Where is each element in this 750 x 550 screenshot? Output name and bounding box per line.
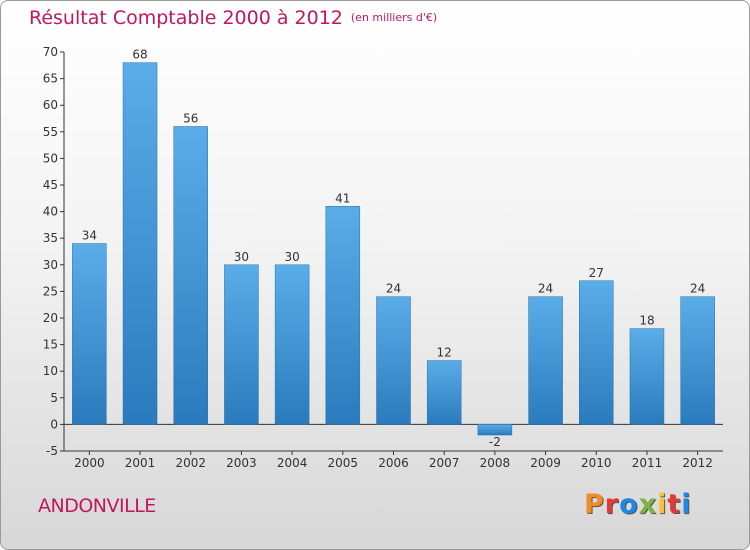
x-tick-label: 2011 [632,456,663,470]
x-tick-label: 2002 [175,456,206,470]
bar [122,62,158,425]
y-tick-label: 40 [43,205,58,219]
logo-letter: r [604,489,620,520]
data-label: 12 [437,346,452,360]
data-label: 30 [234,250,249,264]
bar [224,264,259,425]
logo-letter: i [657,489,668,520]
logo-letter: x [638,489,658,520]
data-label: 18 [639,314,654,328]
y-tick-label: 55 [43,125,58,139]
x-tick-label: 2009 [530,456,561,470]
x-tick-label: 2008 [480,456,511,470]
y-tick-label: 20 [43,311,58,325]
proxiti-logo[interactable]: Proxiti [584,489,692,520]
y-tick-label: 15 [43,338,58,352]
data-label: 27 [589,266,604,280]
y-tick-label: 10 [43,364,58,378]
x-tick-label: 2003 [226,456,257,470]
y-tick-label: 60 [43,98,58,112]
bar [579,280,614,425]
bar [528,296,563,425]
x-tick-label: 2004 [277,456,308,470]
chart-title: Résultat Comptable 2000 à 2012 (en millie… [29,7,437,29]
data-label: 30 [284,250,299,264]
data-label: 24 [690,282,705,296]
y-tick-label: 0 [50,417,58,431]
y-tick-label: 5 [50,391,58,405]
logo-letter: t [667,489,682,520]
bar [680,296,715,425]
x-tick-label: 2012 [682,456,713,470]
x-tick-label: 2001 [125,456,156,470]
x-tick-label: 2000 [74,456,105,470]
bar [426,360,462,425]
data-label: 41 [335,191,350,205]
data-label: 56 [183,111,198,125]
x-tick-label: 2010 [581,456,612,470]
y-tick-label: 70 [43,45,58,59]
bar [325,206,361,425]
bar [72,243,107,425]
y-tick-label: 50 [43,151,58,165]
data-label: 68 [132,48,147,62]
logo-letter: P [584,489,605,520]
data-label: -2 [489,435,501,449]
bar [274,264,310,425]
title-text: Résultat Comptable 2000 à 2012 [29,7,343,29]
data-label: 34 [82,229,97,243]
bar [173,126,208,425]
data-label: 24 [386,282,401,296]
bar [477,424,513,436]
logo-letter: i [681,489,692,520]
logo-letter: o [619,489,639,520]
town-name: ANDONVILLE [38,495,156,517]
data-label: 24 [538,282,553,296]
bar [629,328,665,425]
y-tick-label: -5 [46,444,58,458]
x-tick-label: 2007 [429,456,460,470]
x-tick-label: 2005 [328,456,359,470]
y-tick-label: 65 [43,72,58,86]
bar [376,296,411,425]
y-tick-label: 25 [43,284,58,298]
y-tick-label: 30 [43,258,58,272]
bars [72,62,715,436]
unit-label: (en milliers d'€) [350,11,438,24]
y-tick-label: 35 [43,231,58,245]
x-tick-label: 2006 [378,456,409,470]
data-labels: 34 68 56 30 30 41 24 12 -2 24 27 18 24 [82,48,706,449]
y-tick-label: 45 [43,178,58,192]
